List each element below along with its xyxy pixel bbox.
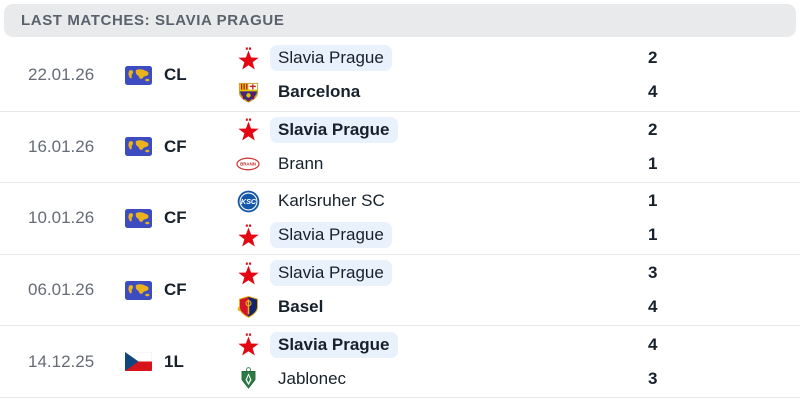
competition: CL (125, 65, 235, 85)
czech-flag-icon (125, 352, 152, 372)
team-line-home[interactable]: Slavia Prague 2 (235, 41, 800, 75)
match-row[interactable]: 22.01.26 CL Slavia Prague 2 Barcelona 4 (0, 40, 800, 112)
team-score: 4 (648, 82, 658, 102)
karlsruher-sc-logo (235, 188, 261, 214)
team-line-home[interactable]: Slavia Prague 2 (235, 113, 800, 147)
teams: Slavia Prague 3 Basel 4 (235, 256, 800, 324)
match-list: 22.01.26 CL Slavia Prague 2 Barcelona 4 (0, 40, 800, 398)
slavia-prague-logo (235, 260, 261, 286)
world-icon (125, 65, 152, 85)
world-icon (125, 137, 152, 157)
slavia-prague-logo (235, 45, 261, 71)
teams: Slavia Prague 4 Jablonec 3 (235, 328, 800, 396)
brann-logo (235, 151, 261, 177)
team-line-away[interactable]: Basel 4 (235, 290, 800, 324)
competition: CF (125, 137, 235, 157)
widget-header: LAST MATCHES: SLAVIA PRAGUE (4, 4, 796, 37)
team-name: Slavia Prague (270, 45, 392, 72)
team-name: Barcelona (278, 82, 361, 102)
competition-code: CF (164, 280, 187, 300)
team-score: 4 (648, 334, 658, 354)
widget-title: LAST MATCHES: SLAVIA PRAGUE (21, 12, 285, 29)
competition-code: CF (164, 136, 187, 156)
barcelona-logo (235, 79, 261, 105)
slavia-prague-logo (235, 117, 261, 143)
team-name: Slavia Prague (270, 331, 398, 358)
match-row[interactable]: 10.01.26 CF Karlsruher SC 1 Slavia Pragu… (0, 183, 800, 255)
team-score: 2 (648, 119, 658, 139)
match-row[interactable]: 14.12.25 1L Slavia Prague 4 Jablonec 3 (0, 326, 800, 398)
match-row[interactable]: 16.01.26 CF Slavia Prague 2 Brann 1 (0, 111, 800, 184)
slavia-prague-logo (235, 332, 261, 358)
competition: CF (125, 280, 235, 300)
jablonec-logo (235, 366, 261, 392)
competition: 1L (125, 352, 235, 372)
match-date: 10.01.26 (28, 208, 95, 228)
team-name: Karlsruher SC (278, 191, 385, 211)
teams: Karlsruher SC 1 Slavia Prague 1 (235, 184, 800, 252)
team-line-away[interactable]: Brann 1 (235, 147, 800, 181)
competition: CF (125, 208, 235, 228)
team-score: 4 (648, 297, 658, 317)
team-name: Slavia Prague (270, 222, 392, 249)
team-score: 2 (648, 48, 658, 68)
competition-code: 1L (164, 351, 184, 371)
team-score: 1 (648, 191, 658, 211)
team-line-away[interactable]: Jablonec 3 (235, 362, 800, 396)
team-score: 3 (648, 263, 658, 283)
team-name: Slavia Prague (270, 116, 398, 143)
competition-code: CL (164, 65, 187, 85)
match-date: 06.01.26 (28, 280, 95, 300)
match-date: 14.12.25 (28, 351, 95, 371)
world-icon (125, 280, 152, 300)
team-line-home[interactable]: Karlsruher SC 1 (235, 184, 800, 218)
team-name: Jablonec (278, 368, 347, 388)
world-icon (125, 208, 152, 228)
team-name: Slavia Prague (270, 260, 392, 287)
match-date: 22.01.26 (28, 65, 95, 85)
basel-logo (235, 294, 261, 320)
match-date: 16.01.26 (28, 136, 95, 156)
teams: Slavia Prague 2 Brann 1 (235, 113, 800, 181)
team-name: Brann (278, 153, 324, 173)
team-line-away[interactable]: Barcelona 4 (235, 75, 800, 109)
teams: Slavia Prague 2 Barcelona 4 (235, 41, 800, 109)
team-score: 1 (648, 225, 658, 245)
competition-code: CF (164, 208, 187, 228)
team-line-home[interactable]: Slavia Prague 4 (235, 328, 800, 362)
team-score: 3 (648, 368, 658, 388)
team-name: Basel (278, 297, 324, 317)
slavia-prague-logo (235, 222, 261, 248)
team-line-home[interactable]: Slavia Prague 3 (235, 256, 800, 290)
match-row[interactable]: 06.01.26 CF Slavia Prague 3 Basel 4 (0, 254, 800, 327)
team-score: 1 (648, 153, 658, 173)
team-line-away[interactable]: Slavia Prague 1 (235, 218, 800, 252)
